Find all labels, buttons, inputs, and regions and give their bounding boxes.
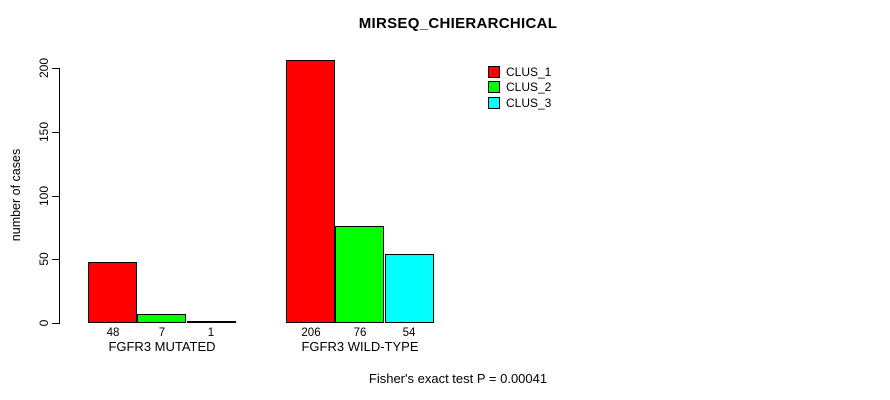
bar-value-label: 76 [353, 327, 367, 339]
annotation-text: Fisher's exact test P = 0.00041 [368, 371, 548, 386]
bar-value-label: 48 [106, 327, 120, 339]
legend: CLUS_1 CLUS_2 CLUS_3 [488, 64, 551, 111]
y-axis-line [59, 68, 60, 324]
y-tick-mark [52, 196, 59, 197]
y-tick-label: 50 [37, 252, 51, 266]
category-label: FGFR3 WILD-TYPE [301, 339, 419, 354]
category-label: FGFR3 MUTATED [108, 339, 216, 354]
legend-label: CLUS_3 [506, 95, 552, 110]
bar-clus_3-1 [187, 321, 236, 323]
y-tick-label: 0 [37, 319, 51, 327]
y-tick-label: 150 [37, 121, 51, 143]
bar-value-label: 206 [301, 327, 321, 339]
legend-item: CLUS_3 [488, 95, 551, 111]
bar-value-label: 7 [158, 327, 166, 339]
legend-item: CLUS_2 [488, 80, 551, 96]
legend-swatch-clus_1 [488, 65, 500, 78]
bar-clus_1-1 [88, 262, 137, 323]
y-tick-mark [52, 132, 59, 133]
bar-clus_2-2 [335, 226, 384, 323]
bar-clus_3-2 [385, 254, 434, 323]
bar-value-label: 1 [207, 327, 215, 339]
y-tick-mark [52, 259, 59, 260]
y-axis-title: number of cases [9, 148, 23, 242]
bar-clus_2-1 [137, 314, 186, 323]
bar-value-label: 54 [402, 327, 416, 339]
legend-item: CLUS_1 [488, 64, 551, 80]
y-tick-label: 200 [37, 57, 51, 79]
y-tick-mark [52, 68, 59, 69]
legend-swatch-clus_2 [488, 81, 500, 94]
legend-label: CLUS_2 [506, 80, 552, 95]
y-tick-label: 100 [37, 185, 51, 207]
chart-title: MIRSEQ_CHIERARCHICAL [358, 15, 558, 32]
legend-label: CLUS_1 [506, 64, 552, 79]
legend-swatch-clus_3 [488, 96, 500, 109]
bar-clus_1-2 [286, 60, 335, 323]
y-tick-mark [52, 323, 59, 324]
